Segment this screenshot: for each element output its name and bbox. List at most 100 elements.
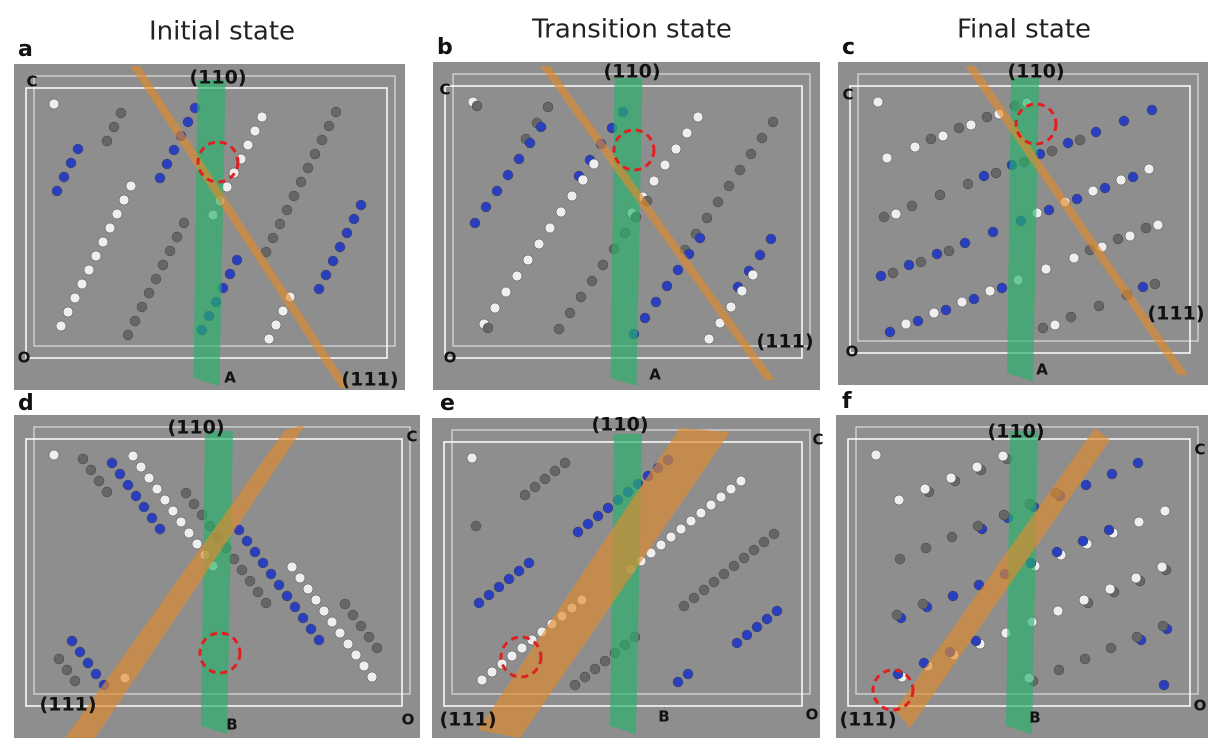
atom [1075,135,1085,145]
atom [904,260,914,270]
atom [181,488,191,498]
atom [1104,525,1114,535]
atom [1141,223,1151,233]
atom [580,672,590,682]
axis-label: B [226,716,237,734]
atom [998,451,1008,461]
atom [282,205,292,215]
atom [155,524,165,534]
atom [929,308,939,318]
atom [755,250,765,260]
atom [1081,480,1091,490]
atom [62,665,72,675]
atom [504,574,514,584]
atom [1088,186,1098,196]
atom [1144,164,1154,174]
atom [1133,458,1143,468]
atom [1134,517,1144,527]
atom [356,621,366,631]
atom [487,667,497,677]
atom [676,524,686,534]
atom [972,462,982,472]
atom [920,484,930,494]
atom [147,513,157,523]
atom [310,149,320,159]
atom [514,154,524,164]
atom [726,302,736,312]
atom [481,202,491,212]
atom [1072,194,1082,204]
atom [1113,234,1123,244]
atom [1132,632,1142,642]
atom [321,270,331,280]
plane-label: (111) [439,709,496,731]
atom [901,319,911,329]
atom [713,197,723,207]
atom [348,610,358,620]
atom [600,656,610,666]
atom [891,209,901,219]
atom [342,228,352,238]
atom [1050,320,1060,330]
atom [932,249,942,259]
column-title: Final state [957,15,1091,45]
atom [918,599,928,609]
atom [935,190,945,200]
plane-label: (110) [167,417,224,439]
atom [879,212,889,222]
atom [160,495,170,505]
atom [536,122,546,132]
atom [1047,146,1057,156]
atom [264,334,274,344]
atom [666,532,676,542]
panel-letter: b [437,35,453,60]
axis-label: O [18,349,31,367]
atom [1052,547,1062,557]
atom [184,528,194,538]
atom [253,587,263,597]
atom [225,269,235,279]
atom [70,676,80,686]
plane-label: (111) [839,709,896,731]
atom [282,591,292,601]
atom [250,126,260,136]
atom [112,209,122,219]
atom [192,539,202,549]
atom [709,577,719,587]
atom [59,172,69,182]
atom [973,521,983,531]
atom [729,561,739,571]
atom [49,450,59,460]
atom [1116,175,1126,185]
atom [772,606,782,616]
atom [49,99,59,109]
atom [679,601,689,611]
atom [704,334,714,344]
atom [351,650,361,660]
atom [567,191,577,201]
axis-label: C [439,81,450,99]
atom [474,598,484,608]
atom [947,532,957,542]
atom [73,144,83,154]
atom [660,160,670,170]
axis-label: C [842,86,853,104]
atom [151,274,161,284]
atom [123,330,133,340]
atom [1079,595,1089,605]
atom [258,558,268,568]
atom [271,320,281,330]
axis-label: B [658,708,669,726]
atom [168,506,178,516]
atom [921,543,931,553]
atom [319,606,329,616]
atom [328,256,338,266]
atom [583,519,593,529]
atom [471,521,481,531]
atom [102,136,112,146]
atom [78,454,88,464]
atom [1138,282,1148,292]
atom [719,569,729,579]
atom [1069,253,1079,263]
atom [1106,643,1116,653]
